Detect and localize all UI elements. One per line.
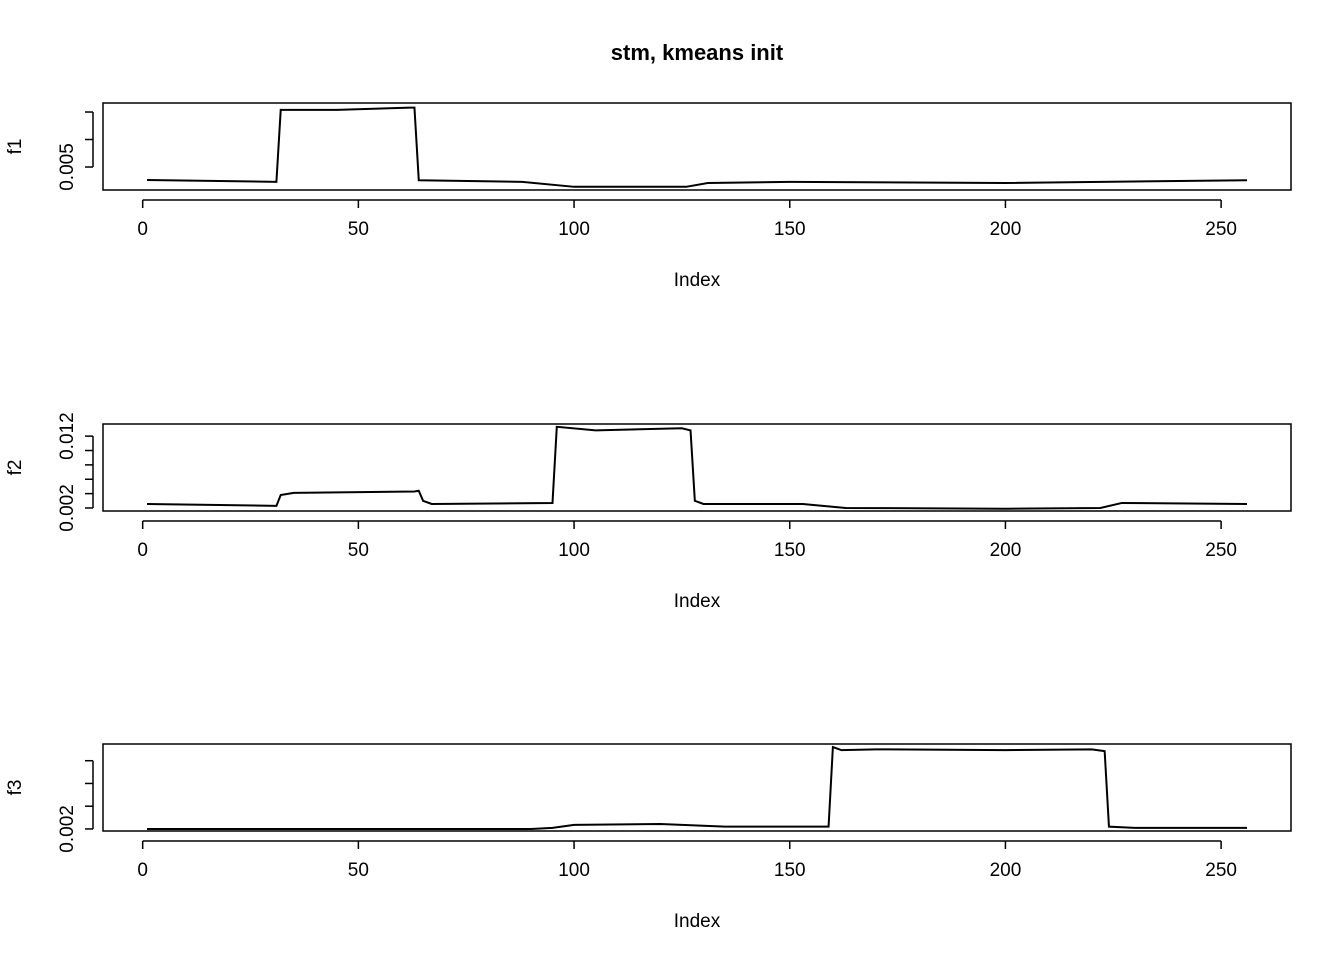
x-tick-label: 200 [990,860,1022,881]
x-tick-label: 50 [348,219,369,240]
x-tick-label: 100 [558,540,590,561]
x-tick-label: 100 [558,219,590,240]
y-axis-label: f3 [5,780,26,796]
x-tick-label: 150 [774,860,806,881]
y-tick-label: 0.002 [57,805,78,853]
x-tick-label: 250 [1205,219,1237,240]
y-axis-label: f1 [5,139,26,155]
x-tick-label: 150 [774,219,806,240]
x-axis-label: Index [674,911,721,932]
x-tick-label: 100 [558,860,590,881]
y-tick-label: 0.012 [57,412,78,460]
y-tick-label: 0.005 [57,143,78,191]
line [147,745,1247,830]
x-axis-label: Index [674,591,721,612]
plot-frame [102,743,1292,832]
y-axis-label: f2 [5,460,26,476]
x-tick-label: 250 [1205,540,1237,561]
x-tick-label: 200 [990,219,1022,240]
line [146,425,1248,510]
x-tick-label: 50 [348,540,369,561]
plot-frame [102,423,1292,512]
x-tick-label: 0 [137,219,148,240]
x-tick-label: 0 [137,860,148,881]
chart-title: stm, kmeans init [611,40,784,65]
y-tick-label: 0.002 [57,484,78,532]
x-tick-label: 200 [990,540,1022,561]
x-tick-label: 0 [137,540,148,561]
x-tick-label: 250 [1205,860,1237,881]
plot-frame [102,102,1292,191]
x-tick-label: 50 [348,860,369,881]
x-tick-label: 150 [774,540,806,561]
line [146,106,1248,188]
x-axis-label: Index [674,270,721,291]
